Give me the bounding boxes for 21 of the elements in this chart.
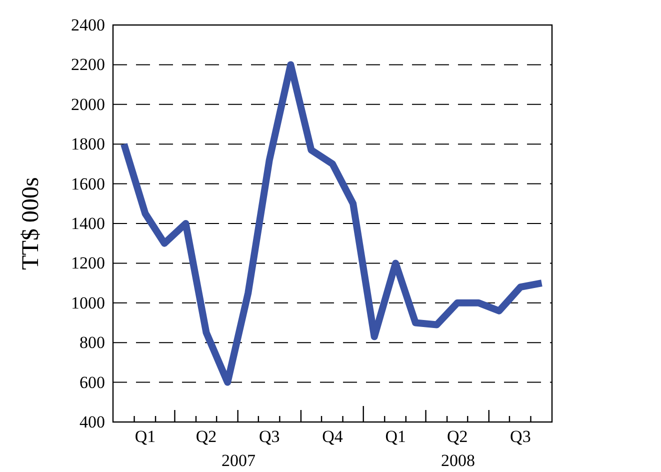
y-tick-label: 400	[80, 412, 105, 432]
y-tick-label: 1600	[71, 174, 105, 194]
x-tick-label: Q3	[510, 427, 531, 446]
y-tick-label: 1800	[71, 134, 105, 154]
x-tick-label: Q1	[385, 427, 406, 446]
y-tick-label: 2400	[71, 16, 105, 34]
text: 2007	[222, 451, 256, 470]
x-tick-label: Q1	[134, 427, 156, 446]
y-axis-title: TT$ 000s	[18, 177, 44, 270]
x-tick-label: Q2	[446, 427, 468, 446]
x-tick-label: Q3	[259, 427, 280, 446]
y-tick-label: 800	[80, 333, 105, 352]
x-tick-label: Q2	[196, 427, 217, 446]
y-tick-label: 1400	[71, 214, 105, 233]
y-tick-label: 600	[80, 372, 105, 392]
text: 2008	[441, 451, 476, 470]
x-tick-label: Q4	[322, 427, 344, 446]
y-tick-label: 2000	[71, 94, 105, 114]
y-tick-label: 1000	[71, 293, 105, 312]
y-tick-label: 1200	[71, 254, 105, 273]
y-tick-label: 2200	[71, 55, 105, 74]
